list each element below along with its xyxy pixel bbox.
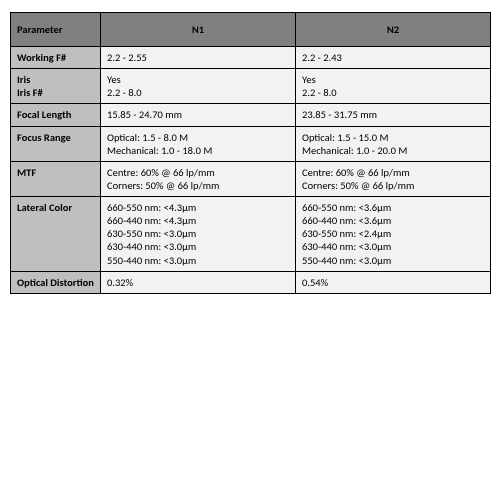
table-row: Focal Length 15.85 - 24.70 mm 23.85 - 31.7… — [11, 104, 491, 126]
param-text: Focus Range — [17, 131, 94, 144]
param-text: MTF — [17, 166, 94, 179]
param-text: Iris F# — [17, 86, 94, 99]
param-cell: Lateral Color — [11, 197, 101, 272]
param-cell: IrisIris F# — [11, 69, 101, 104]
table-row: Lateral Color660-550 nm: <4.3µm660-440 n… — [11, 197, 491, 272]
param-text: Iris — [17, 73, 94, 86]
n1-cell: Yes2.2 - 8.0 — [101, 69, 296, 104]
header-n2: N2 — [296, 13, 491, 47]
value-text: 630-440 nm: <3.0µm — [302, 240, 484, 253]
param-cell: MTF — [11, 161, 101, 196]
table-row: Focus RangeOptical: 1.5 - 8.0 MMechanica… — [11, 126, 491, 161]
value-text: 2.2 - 2.43 — [302, 51, 484, 64]
value-text: Optical: 1.5 - 8.0 M — [107, 131, 289, 144]
n2-cell: 660-550 nm: <3.6µm660-440 nm: <3.6µm630-… — [296, 197, 491, 272]
param-cell: Focal Length — [11, 104, 101, 126]
n2-cell: 2.2 - 2.43 — [296, 47, 491, 69]
value-text: Optical: 1.5 - 15.0 M — [302, 131, 484, 144]
value-text: Centre: 60% @ 66 lp/mm — [302, 166, 484, 179]
param-cell: Optical Distortion — [11, 271, 101, 293]
value-text: 630-550 nm: <3.0µm — [107, 227, 289, 240]
n2-cell: Centre: 60% @ 66 lp/mmCorners: 50% @ 66 … — [296, 161, 491, 196]
value-text: 2.2 - 8.0 — [302, 86, 484, 99]
value-text: 550-440 nm: <3.0µm — [107, 254, 289, 267]
param-cell: Working F# — [11, 47, 101, 69]
value-text: 630-550 nm: <2.4µm — [302, 227, 484, 240]
value-text: 15.85 - 24.70 mm — [107, 108, 289, 121]
param-cell: Focus Range — [11, 126, 101, 161]
table-row: Working F# 2.2 - 2.55 2.2 - 2.43 — [11, 47, 491, 69]
n1-cell: 2.2 - 2.55 — [101, 47, 296, 69]
value-text: 0.54% — [302, 276, 484, 289]
param-text: Working F# — [17, 51, 94, 64]
n1-cell: 660-550 nm: <4.3µm660-440 nm: <4.3µm630-… — [101, 197, 296, 272]
header-n1: N1 — [101, 13, 296, 47]
table-header-row: Parameter N1 N2 — [11, 13, 491, 47]
n2-cell: Yes2.2 - 8.0 — [296, 69, 491, 104]
n2-cell: 0.54% — [296, 271, 491, 293]
param-text: Focal Length — [17, 108, 94, 121]
table-row: MTFCentre: 60% @ 66 lp/mmCorners: 50% @ … — [11, 161, 491, 196]
value-text: 660-550 nm: <3.6µm — [302, 201, 484, 214]
value-text: 0.32% — [107, 276, 289, 289]
table-row: IrisIris F#Yes2.2 - 8.0Yes2.2 - 8.0 — [11, 69, 491, 104]
value-text: Corners: 50% @ 66 lp/mm — [107, 179, 289, 192]
n2-cell: Optical: 1.5 - 15.0 MMechanical: 1.0 - 2… — [296, 126, 491, 161]
value-text: 2.2 - 8.0 — [107, 86, 289, 99]
param-text: Optical Distortion — [17, 276, 94, 289]
value-text: Yes — [302, 73, 484, 86]
value-text: 660-440 nm: <4.3µm — [107, 214, 289, 227]
n1-cell: 0.32% — [101, 271, 296, 293]
value-text: 630-440 nm: <3.0µm — [107, 240, 289, 253]
n1-cell: Optical: 1.5 - 8.0 MMechanical: 1.0 - 18… — [101, 126, 296, 161]
param-text: Lateral Color — [17, 201, 94, 214]
value-text: 660-550 nm: <4.3µm — [107, 201, 289, 214]
header-parameter: Parameter — [11, 13, 101, 47]
value-text: Corners: 50% @ 66 lp/mm — [302, 179, 484, 192]
value-text: 660-440 nm: <3.6µm — [302, 214, 484, 227]
value-text: 23.85 - 31.75 mm — [302, 108, 484, 121]
table-row: Optical Distortion 0.32% 0.54% — [11, 271, 491, 293]
value-text: Mechanical: 1.0 - 20.0 M — [302, 144, 484, 157]
value-text: 550-440 nm: <3.0µm — [302, 254, 484, 267]
value-text: Yes — [107, 73, 289, 86]
n1-cell: 15.85 - 24.70 mm — [101, 104, 296, 126]
value-text: Mechanical: 1.0 - 18.0 M — [107, 144, 289, 157]
n2-cell: 23.85 - 31.75 mm — [296, 104, 491, 126]
n1-cell: Centre: 60% @ 66 lp/mmCorners: 50% @ 66 … — [101, 161, 296, 196]
value-text: 2.2 - 2.55 — [107, 51, 289, 64]
value-text: Centre: 60% @ 66 lp/mm — [107, 166, 289, 179]
